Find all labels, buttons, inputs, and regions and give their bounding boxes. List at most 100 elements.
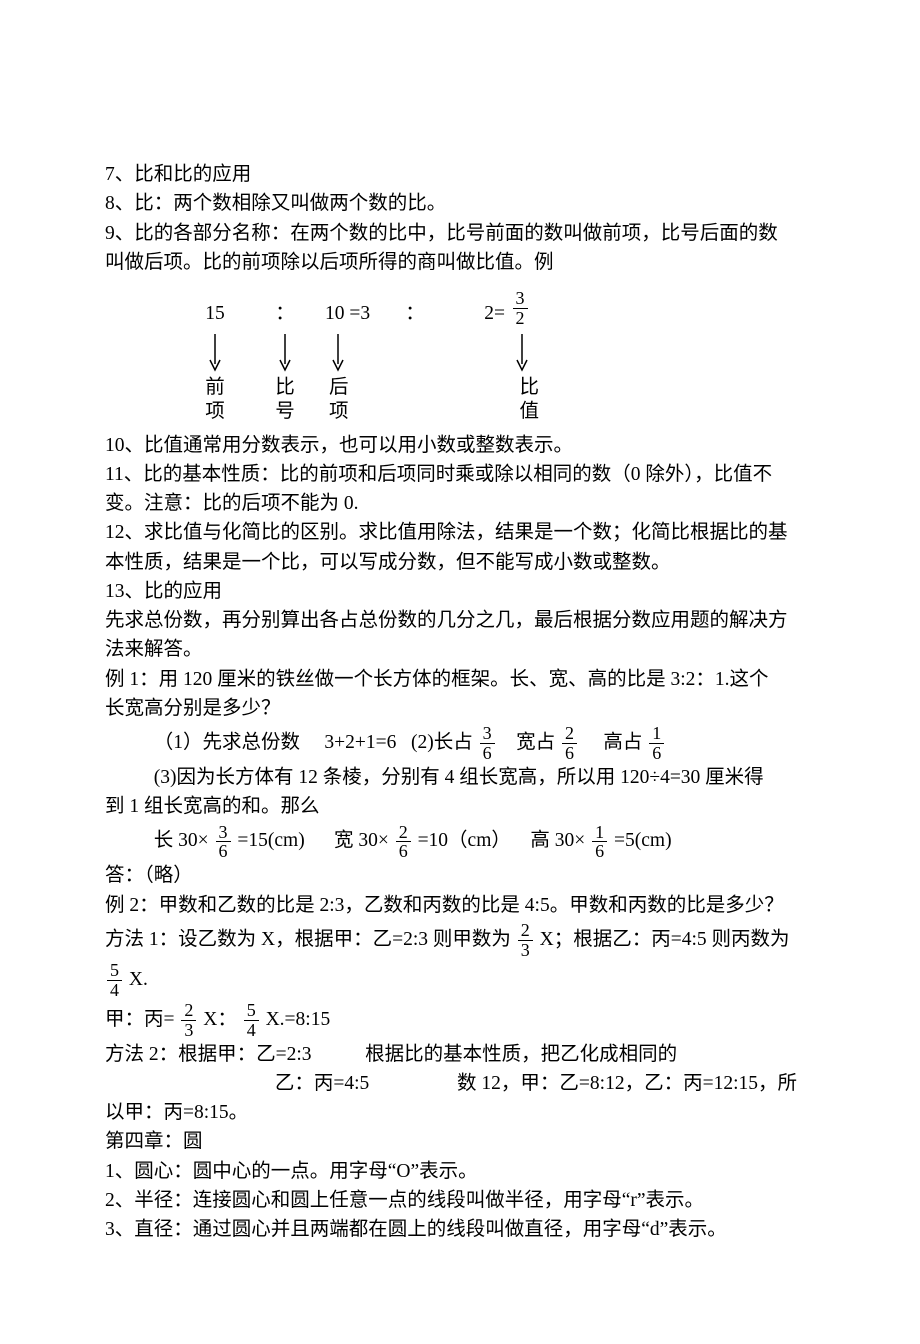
n: 5 bbox=[244, 1001, 259, 1021]
ex1a: 例 1：用 120 厘米的铁丝做一个长方体的框架。长、宽、高的比是 3:2：1.… bbox=[105, 665, 815, 694]
v10: 10 bbox=[325, 303, 345, 324]
label-bihao: 比 号 bbox=[245, 376, 325, 425]
d: 6 bbox=[562, 744, 577, 763]
eq3: =3 bbox=[349, 303, 370, 324]
circle-1: 1、圆心：圆中心的一点。用字母“O”表示。 bbox=[105, 1157, 815, 1186]
l4b: 值 bbox=[519, 401, 539, 422]
m1r1: 甲：丙= bbox=[105, 1009, 175, 1030]
d: 4 bbox=[107, 981, 122, 1000]
ex1-1e: 高占 bbox=[603, 732, 642, 753]
num: 3 bbox=[513, 289, 528, 309]
frac-1-6-a: 16 bbox=[649, 724, 664, 763]
ratio-colon2: ： bbox=[375, 299, 455, 328]
p13a: 先求总份数，再分别算出各占总份数的几分之几，最后根据分数应用题的解决方 bbox=[105, 606, 815, 635]
ratio-2eq: 2= bbox=[455, 299, 505, 328]
frac-2-6-b: 26 bbox=[396, 823, 411, 862]
method2-line3: 以甲：丙=8:15。 bbox=[105, 1098, 815, 1127]
ratio-10: 10 =3 bbox=[325, 299, 375, 328]
calc-c2: =5(cm) bbox=[614, 830, 672, 851]
calc-a2: =15(cm) bbox=[237, 830, 304, 851]
method2-line1: 方法 2：根据甲：乙=2:3 根据比的基本性质，把乙化成相同的 bbox=[105, 1040, 815, 1069]
frac-1-6-b: 16 bbox=[592, 823, 607, 862]
p10: 10、比值通常用分数表示，也可以用小数或整数表示。 bbox=[105, 431, 815, 460]
label-houxiang: 后 项 bbox=[325, 376, 379, 425]
frac-3-2: 3 2 bbox=[513, 289, 528, 328]
l3a: 后 bbox=[329, 377, 349, 398]
chapter4: 第四章：圆 bbox=[105, 1127, 815, 1156]
d: 4 bbox=[244, 1021, 259, 1040]
m1r3: X.=8:15 bbox=[266, 1009, 331, 1030]
ex2: 例 2：甲数和乙数的比是 2:3，乙数和丙数的比是 4:5。甲数和丙数的比是多少… bbox=[105, 891, 815, 920]
calc-b2: =10（cm） bbox=[418, 830, 511, 851]
m2c: 乙：丙=4:5 bbox=[275, 1073, 369, 1094]
arrow-icon bbox=[515, 332, 529, 372]
d: 6 bbox=[216, 842, 231, 861]
answer: 答：（略） bbox=[105, 861, 815, 890]
ex1-step1-2: （1）先求总份数 3+2+1=6 (2)长占 36 宽占 26 高占 16 bbox=[105, 723, 815, 763]
n: 3 bbox=[480, 724, 495, 744]
n: 2 bbox=[181, 1001, 196, 1021]
ex1-1a: （1）先求总份数 bbox=[154, 732, 300, 753]
label-bizhi: 比 值 bbox=[459, 376, 541, 425]
d: 6 bbox=[649, 744, 664, 763]
l1a: 前 bbox=[205, 377, 225, 398]
d: 6 bbox=[480, 744, 495, 763]
method1-line1: 方法 1：设乙数为 X，根据甲：乙=2:3 则甲数为 23 X；根据乙：丙=4:… bbox=[105, 920, 815, 960]
m1a: 方法 1：设乙数为 X，根据甲：乙=2:3 则甲数为 bbox=[105, 929, 511, 950]
d: 3 bbox=[181, 1021, 196, 1040]
ratio-diagram: 15 ： 10 =3 ： 2= 3 2 前 项 比 号 后 项 bbox=[105, 289, 815, 425]
p11b: 变。注意：比的后项不能为 0. bbox=[105, 489, 815, 518]
frac-5-4-a: 54 bbox=[107, 961, 122, 1000]
circle-2: 2、半径：连接圆心和圆上任意一点的线段叫做半径，用字母“r”表示。 bbox=[105, 1186, 815, 1215]
circle-3: 3、直径：通过圆心并且两端都在圆上的线段叫做直径，用字母“d”表示。 bbox=[105, 1215, 815, 1244]
d: 6 bbox=[592, 842, 607, 861]
d: 3 bbox=[518, 941, 533, 960]
m2a: 方法 2：根据甲：乙=2:3 bbox=[105, 1044, 312, 1065]
m2d: 数 12，甲：乙=8:12，乙：丙=12:15，所 bbox=[457, 1073, 797, 1094]
ex1-3a: (3)因为长方体有 12 条棱，分别有 4 组长宽高，所以用 120÷4=30 … bbox=[105, 763, 815, 792]
p13b: 法来解答。 bbox=[105, 635, 815, 664]
ratio-arrows bbox=[105, 332, 815, 372]
m1c: X. bbox=[129, 969, 148, 990]
ex1-1c: (2)长占 bbox=[411, 732, 473, 753]
n: 2 bbox=[396, 823, 411, 843]
n: 1 bbox=[592, 823, 607, 843]
frac-2-3-a: 23 bbox=[518, 921, 533, 960]
ex1-1b: 3+2+1=6 bbox=[324, 732, 396, 753]
l3b: 项 bbox=[329, 401, 349, 422]
calc-c: 高 30× bbox=[530, 830, 585, 851]
ex1-calc: 长 30× 36 =15(cm) 宽 30× 26 =10（cm） 高 30× … bbox=[105, 821, 815, 861]
ratio-frac: 3 2 bbox=[505, 289, 535, 328]
l2b: 号 bbox=[275, 401, 295, 422]
n: 2 bbox=[562, 724, 577, 744]
n: 1 bbox=[649, 724, 664, 744]
arrow-icon bbox=[278, 332, 292, 372]
p9a: 9、比的各部分名称：在两个数的比中，比号前面的数叫做前项，比号后面的数 bbox=[105, 219, 815, 248]
n: 2 bbox=[518, 921, 533, 941]
method1-result: 甲：丙= 23 X： 54 X.=8:15 bbox=[105, 1000, 815, 1040]
frac-5-4-b: 54 bbox=[244, 1001, 259, 1040]
m1b: X；根据乙：丙=4:5 则丙数为 bbox=[540, 929, 790, 950]
m2b: 根据比的基本性质，把乙化成相同的 bbox=[365, 1044, 677, 1065]
arrow-icon bbox=[331, 332, 345, 372]
den: 2 bbox=[513, 309, 528, 328]
frac-2-3-b: 23 bbox=[181, 1001, 196, 1040]
ratio-top-row: 15 ： 10 =3 ： 2= 3 2 bbox=[105, 289, 815, 328]
p9b: 叫做后项。比的前项除以后项所得的商叫做比值。例 bbox=[105, 248, 815, 277]
d: 6 bbox=[396, 842, 411, 861]
p12a: 12、求比值与化简比的区别。求比值用除法，结果是一个数；化简比根据比的基 bbox=[105, 518, 815, 547]
ratio-15: 15 bbox=[185, 299, 245, 328]
frac-3-6-b: 36 bbox=[216, 823, 231, 862]
p11a: 11、比的基本性质：比的前项和后项同时乘或除以相同的数（0 除外），比值不 bbox=[105, 460, 815, 489]
calc-b: 宽 30× bbox=[334, 830, 389, 851]
ex1-3b: 到 1 组长宽高的和。那么 bbox=[105, 792, 815, 821]
method2-line2: 乙：丙=4:5 数 12，甲：乙=8:12，乙：丙=12:15，所 bbox=[105, 1069, 815, 1098]
method1-line2: 54 X. bbox=[105, 960, 815, 1000]
l4a: 比 bbox=[519, 377, 539, 398]
l1b: 项 bbox=[205, 401, 225, 422]
label-qianxiang: 前 项 bbox=[185, 376, 245, 425]
p7: 7、比和比的应用 bbox=[105, 160, 815, 189]
arrow-icon bbox=[208, 332, 222, 372]
calc-a: 长 30× bbox=[154, 830, 209, 851]
ratio-colon1: ： bbox=[245, 299, 325, 328]
